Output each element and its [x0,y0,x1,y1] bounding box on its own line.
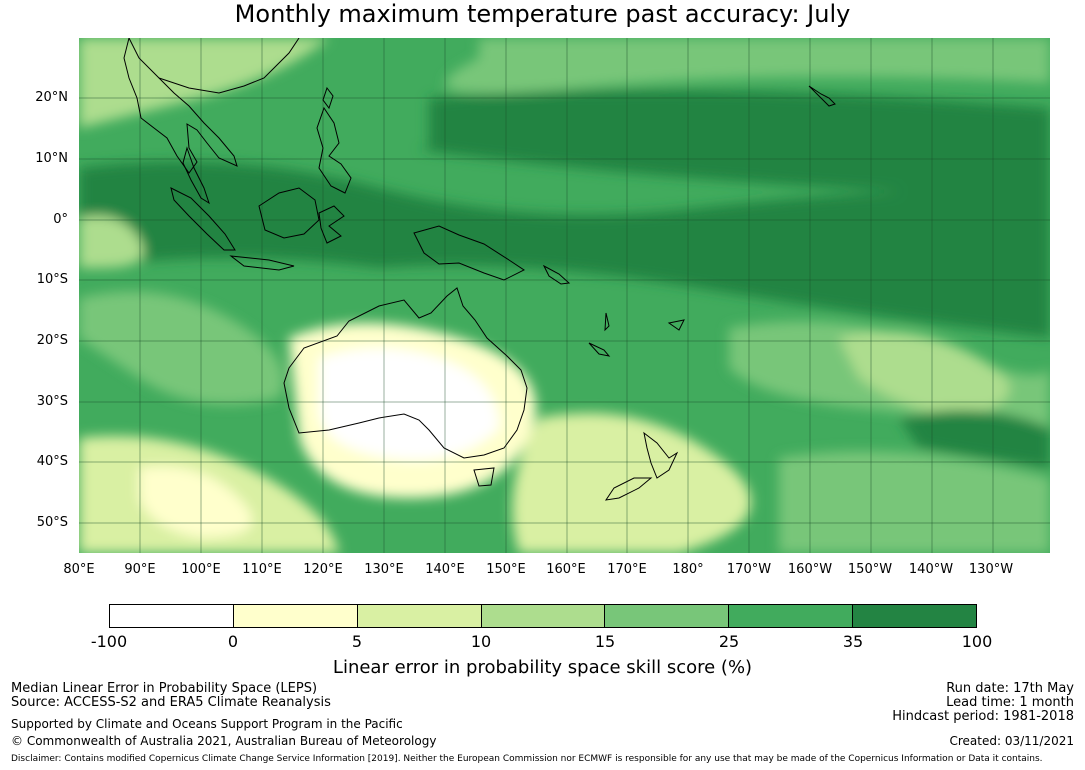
vanuatu [604,312,610,332]
colorbar-title: Linear error in probability space skill … [332,657,753,678]
colorbar-bin-6 [729,605,854,627]
lat-label-10s: 10°S [36,272,68,287]
lat-label-40s: 40°S [36,454,68,469]
philippines-coast [316,106,352,194]
colorbar-tick-label: 10 [470,632,492,651]
disclaimer: Disclaimer: Contains modified Copernicus… [11,754,1043,764]
australia-coast [283,287,528,459]
lat-label-30s: 30°S [36,394,68,409]
coastlines [123,38,836,501]
map-gridlines [79,38,1050,553]
lon-label-110e: 110°E [242,562,282,577]
lon-label-150e: 150°E [486,562,526,577]
new-zealand-north-coast [643,431,679,479]
lon-label-90e: 90°E [124,562,156,577]
map-canvas [79,38,1050,553]
new-caledonia [588,342,611,357]
created-date: Created: 03/11/2021 [949,734,1074,748]
taiwan-coast [322,86,334,110]
info-right-top: Run date: 17th May Lead time: 1 month Hi… [892,682,1074,724]
tasmania-coast [473,467,495,487]
sulawesi-coast [318,205,345,244]
lon-label-100e: 100°E [181,562,221,577]
leps-description: Median Linear Error in Probability Space… [11,681,318,696]
borneo-coast [258,187,320,239]
lon-label-140e: 140°E [425,562,465,577]
lon-label-120e: 120°E [303,562,343,577]
lat-label-50s: 50°S [36,515,68,530]
lon-label-130w: 130°W [968,562,1014,577]
colorbar-tick-label: 35 [842,632,864,651]
chart-title: Monthly maximum temperature past accurac… [234,0,851,28]
colorbar-tick-label: 100 [961,632,993,651]
colorbar-tick-label: 5 [351,632,363,651]
colorbar-bin-4 [481,605,606,627]
lon-label-170e: 170°E [607,562,647,577]
hindcast-period: Hindcast period: 1981-2018 [892,709,1074,724]
lat-label-0: 0° [53,212,68,227]
colorbar-tick-label: 25 [718,632,740,651]
colorbar [109,604,977,628]
lead-time: Lead time: 1 month [946,695,1074,710]
colorbar-tick-label: 15 [594,632,616,651]
skill-score-map [79,38,1050,553]
run-date: Run date: 17th May [946,681,1074,696]
sumatra-coast [170,187,236,251]
copyright-text: © Commonwealth of Australia 2021, Austra… [11,734,437,748]
data-source: Source: ACCESS-S2 and ERA5 Climate Reana… [11,695,331,710]
indochina-coast [123,38,238,174]
fiji [667,319,685,331]
lon-label-170w: 170°W [726,562,772,577]
lon-label-150w: 150°W [847,562,893,577]
lat-label-20s: 20°S [36,333,68,348]
lat-label-20n: 20°N [35,90,68,105]
support-text: Supported by Climate and Oceans Support … [11,717,403,731]
new-guinea-coast [413,225,525,281]
colorbar-bin-2 [233,605,358,627]
colorbar-bin-5 [605,605,730,627]
lon-label-160w: 160°W [787,562,833,577]
lon-label-180: 180° [672,562,704,577]
hawaii [808,85,836,107]
colorbar-bin-1 [110,605,234,627]
new-zealand-south-coast [604,477,653,501]
lon-label-140w: 140°W [908,562,954,577]
colorbar-tick-label: -100 [90,632,128,651]
skill-score-field [79,38,1050,553]
lon-label-130e: 130°E [364,562,404,577]
lon-label-160e: 160°E [546,562,586,577]
lat-label-10n: 10°N [35,151,68,166]
malay-peninsula [182,146,210,205]
colorbar-tick-label: 0 [227,632,239,651]
info-left-bottom: Supported by Climate and Oceans Support … [11,717,436,748]
info-left-top: Median Linear Error in Probability Space… [11,682,331,710]
solomon-islands [542,264,571,285]
lon-label-80e: 80°E [63,562,95,577]
south-china-coast [158,38,300,94]
colorbar-bin-7 [853,605,977,627]
java-coast [229,255,295,271]
colorbar-bin-3 [357,605,482,627]
